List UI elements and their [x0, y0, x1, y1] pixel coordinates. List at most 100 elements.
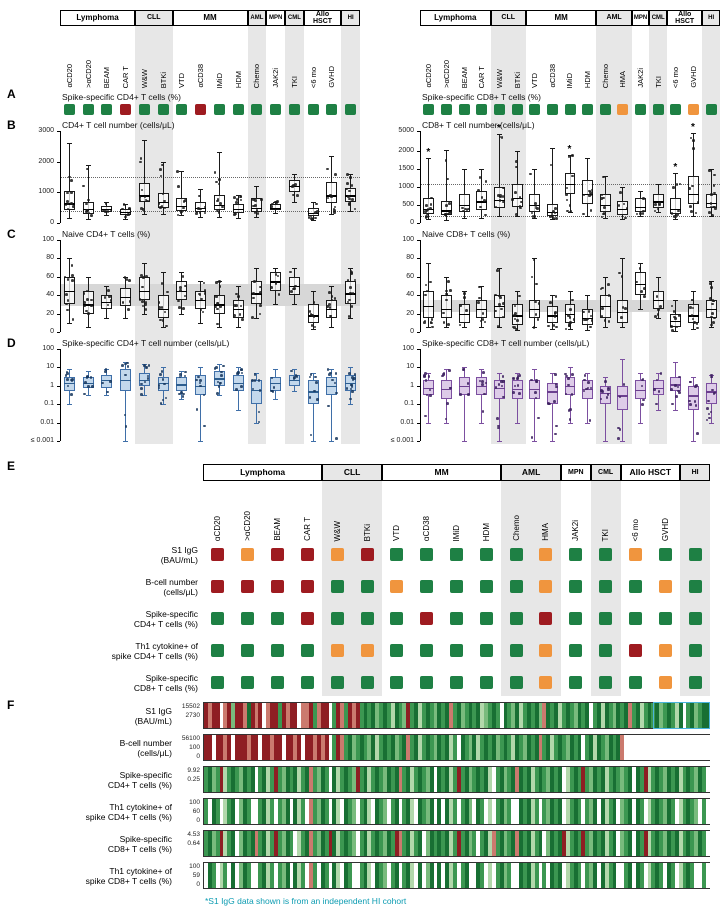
column-label-text: HDM	[233, 70, 243, 88]
median-line	[157, 201, 169, 203]
y-tick-label: 0.1	[404, 400, 414, 408]
data-point	[481, 380, 484, 383]
group-header-label: MM	[434, 467, 449, 478]
whisker-cap-top	[179, 371, 185, 373]
heatmap-cell	[285, 863, 290, 888]
data-point	[554, 310, 558, 314]
data-point	[425, 209, 429, 212]
data-point	[501, 315, 505, 319]
heatmap-cell	[484, 863, 489, 888]
data-point	[567, 155, 571, 158]
data-point	[675, 395, 678, 398]
heatmap-cell	[355, 703, 360, 728]
whisker-cap-top	[141, 140, 147, 142]
heatmap-cell	[565, 767, 570, 792]
heatmap-cell	[433, 767, 438, 792]
data-point	[533, 300, 537, 304]
status-square	[599, 548, 613, 561]
heatmap-cell	[270, 799, 275, 824]
column-label-text: Chemo	[600, 63, 610, 88]
data-point	[142, 276, 145, 280]
heatmap-cell	[686, 767, 691, 792]
data-point	[203, 292, 207, 295]
data-point	[479, 205, 482, 209]
heatmap-cell	[433, 703, 438, 728]
data-point	[65, 370, 69, 374]
heatmap-cell	[507, 767, 512, 792]
y-tick-mark	[417, 151, 420, 153]
data-point	[423, 321, 426, 324]
heatmap-cell	[702, 703, 706, 728]
status-square	[479, 644, 493, 657]
data-point	[251, 379, 255, 382]
whisker-cap-bottom	[655, 409, 661, 411]
status-square	[599, 676, 613, 689]
heatmap-cell	[624, 799, 629, 824]
heatmap-cell	[309, 863, 313, 888]
box	[635, 197, 647, 212]
status-square	[569, 612, 583, 625]
whisker-cap-bottom	[655, 212, 661, 214]
y-tick-mark	[57, 131, 60, 132]
whisker-cap-top	[673, 299, 679, 301]
data-point	[253, 373, 257, 376]
column-label-1: >αCD20	[438, 28, 456, 88]
whisker-cap-top	[216, 364, 222, 366]
heatmap-cell	[631, 799, 636, 824]
data-point	[641, 378, 645, 381]
y-tick-mark	[57, 161, 60, 163]
heatmap-row-label-line: spike CD4+ T cells (%)	[85, 812, 172, 822]
heatmap-cell	[246, 799, 251, 824]
heatmap-cell	[670, 735, 675, 760]
whisker-cap-top	[179, 272, 185, 274]
heatmap-cell	[270, 831, 275, 856]
heatmap-cell	[507, 863, 512, 888]
heatmap-cell	[386, 735, 391, 760]
box	[476, 299, 488, 319]
data-point	[159, 373, 162, 376]
y-tick-label: 100	[42, 345, 54, 352]
data-point	[326, 368, 330, 371]
data-point	[712, 183, 716, 187]
heatmap-cell	[526, 831, 531, 856]
data-point	[589, 325, 592, 329]
status-square	[300, 548, 314, 561]
heatmap-cell	[332, 735, 337, 760]
heatmap-cell	[468, 863, 473, 888]
whisker-cap-bottom	[216, 327, 222, 329]
data-point	[444, 159, 448, 162]
heatmap-cell	[449, 863, 453, 888]
heatmap-cell	[596, 735, 601, 760]
data-point	[552, 324, 556, 327]
whisker-cap-top	[691, 377, 697, 379]
data-point	[641, 211, 645, 215]
heatmap-cell	[414, 799, 418, 824]
heatmap-scale-tick: 0	[196, 881, 200, 888]
data-point	[564, 392, 568, 396]
heatmap-cell	[312, 735, 317, 760]
data-point	[144, 303, 147, 306]
heatmap-cell	[468, 735, 473, 760]
heatmap-cell	[565, 799, 570, 824]
heatmap-cell	[550, 703, 555, 728]
data-point	[566, 383, 570, 387]
y-tick-label: 60	[46, 272, 54, 280]
whisker-cap-bottom	[85, 395, 91, 397]
data-point	[705, 418, 709, 422]
heatmap-cell	[511, 831, 516, 856]
column-label-text: GVHD	[689, 66, 699, 88]
heatmap-cell	[542, 767, 547, 792]
status-square	[211, 612, 225, 625]
heatmap-cell	[351, 799, 356, 824]
data-point	[448, 369, 451, 372]
data-point	[216, 392, 219, 395]
whisker	[463, 367, 465, 441]
data-point	[202, 281, 206, 285]
heatmap-cell	[480, 735, 485, 760]
heatmap-cell	[344, 735, 348, 760]
heatmap-cell	[620, 735, 625, 760]
heatmap-cell	[351, 863, 356, 888]
data-point	[346, 182, 349, 185]
heatmap-cell	[320, 863, 325, 888]
heatmap-cell	[250, 735, 255, 760]
